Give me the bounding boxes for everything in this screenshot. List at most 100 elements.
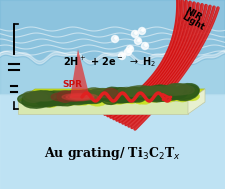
Ellipse shape [35,91,60,107]
Ellipse shape [63,91,88,98]
Circle shape [131,30,139,37]
Text: NIR: NIR [183,6,203,22]
Ellipse shape [69,91,87,101]
Ellipse shape [36,92,65,105]
Ellipse shape [54,91,73,99]
Circle shape [142,43,148,50]
Ellipse shape [76,90,103,104]
Ellipse shape [62,93,98,101]
Circle shape [142,29,144,31]
Ellipse shape [164,84,184,95]
Ellipse shape [58,98,78,106]
Circle shape [119,53,126,60]
Polygon shape [188,89,205,114]
Ellipse shape [107,95,120,104]
Ellipse shape [137,94,152,105]
Ellipse shape [55,98,72,105]
Ellipse shape [92,96,107,103]
Ellipse shape [33,99,48,107]
Ellipse shape [126,94,138,104]
Ellipse shape [132,89,162,99]
Ellipse shape [74,91,109,102]
Ellipse shape [155,86,173,94]
Ellipse shape [60,92,94,103]
Ellipse shape [56,91,95,105]
Ellipse shape [133,94,149,104]
Ellipse shape [18,93,54,106]
Ellipse shape [144,85,172,102]
Ellipse shape [70,97,88,105]
Ellipse shape [104,95,117,105]
Ellipse shape [146,86,168,101]
Circle shape [145,44,147,46]
Ellipse shape [172,85,199,99]
Ellipse shape [61,92,98,103]
Ellipse shape [73,90,91,101]
Ellipse shape [150,85,175,101]
Circle shape [139,28,146,35]
Ellipse shape [23,91,42,102]
Ellipse shape [22,91,55,108]
Ellipse shape [175,92,190,102]
Ellipse shape [140,94,155,101]
Ellipse shape [141,87,178,100]
Ellipse shape [170,84,194,94]
Ellipse shape [157,93,174,102]
Ellipse shape [148,94,162,101]
Polygon shape [18,89,205,101]
Polygon shape [18,101,188,114]
Ellipse shape [25,99,40,107]
Ellipse shape [48,91,75,106]
Circle shape [130,47,132,49]
Ellipse shape [90,89,120,98]
Circle shape [135,32,137,34]
Ellipse shape [140,87,169,101]
Ellipse shape [131,88,166,99]
Ellipse shape [75,97,92,105]
Ellipse shape [125,86,155,97]
Ellipse shape [83,88,104,100]
Ellipse shape [44,98,58,108]
Polygon shape [70,49,90,98]
Ellipse shape [113,95,132,102]
Ellipse shape [147,86,175,100]
Ellipse shape [118,88,139,96]
Circle shape [126,46,133,53]
Ellipse shape [44,98,58,106]
Ellipse shape [137,94,150,102]
Ellipse shape [119,95,133,104]
Ellipse shape [144,94,157,101]
Text: Au grating/ Ti$_3$C$_2$T$_x$: Au grating/ Ti$_3$C$_2$T$_x$ [44,146,180,163]
Ellipse shape [103,88,118,99]
Ellipse shape [27,93,48,100]
Ellipse shape [107,95,124,104]
Circle shape [138,39,140,41]
Ellipse shape [102,89,137,101]
Ellipse shape [115,87,152,102]
Ellipse shape [135,94,150,103]
Circle shape [115,37,117,39]
Ellipse shape [153,86,187,99]
Ellipse shape [36,99,50,106]
Ellipse shape [141,87,170,94]
Ellipse shape [124,87,146,102]
Ellipse shape [32,91,56,101]
Ellipse shape [167,84,190,95]
Ellipse shape [146,93,163,102]
Text: SPR: SPR [62,80,82,89]
Ellipse shape [57,91,73,102]
Bar [0,0,225,94]
Ellipse shape [102,96,116,104]
Ellipse shape [108,88,132,103]
Text: Light: Light [180,12,206,32]
Ellipse shape [25,92,55,101]
Ellipse shape [101,87,122,104]
Circle shape [128,50,130,52]
Ellipse shape [87,89,116,98]
Ellipse shape [70,95,90,99]
Circle shape [124,49,131,56]
Ellipse shape [88,96,107,106]
Ellipse shape [51,93,71,101]
Ellipse shape [130,94,147,103]
Ellipse shape [161,93,178,102]
